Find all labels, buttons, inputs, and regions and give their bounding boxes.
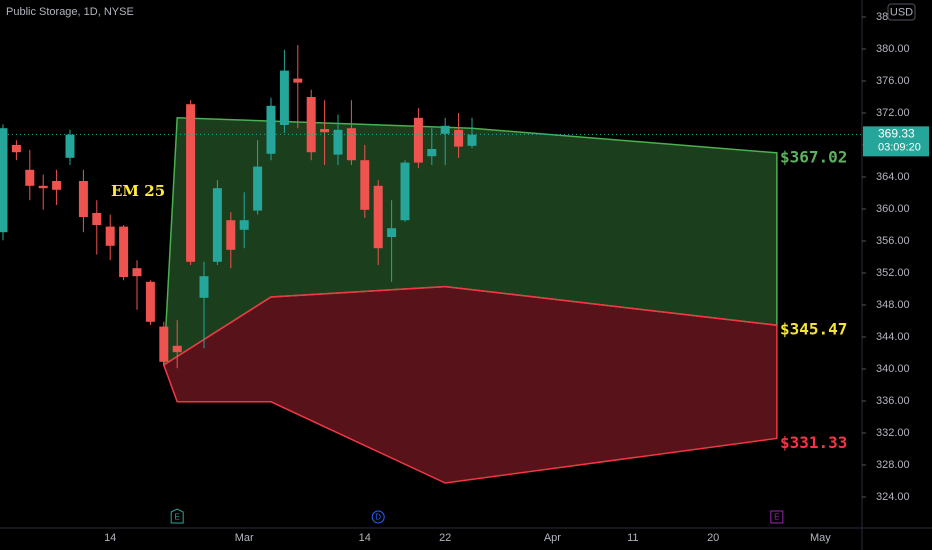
event-icon bbox=[770, 510, 784, 524]
candle-body bbox=[346, 128, 356, 161]
x-tick-label: Apr bbox=[544, 532, 561, 544]
event-icon bbox=[371, 510, 385, 524]
level-label: $345.47 bbox=[780, 320, 847, 339]
candle-body bbox=[105, 226, 115, 246]
currency-badge[interactable] bbox=[887, 3, 916, 21]
candle-body bbox=[25, 169, 35, 186]
candle-body bbox=[78, 181, 88, 217]
candle-body bbox=[387, 228, 397, 237]
candle-body bbox=[159, 326, 169, 362]
y-tick-label: 328.00 bbox=[876, 459, 910, 471]
event-marker[interactable]: D bbox=[371, 510, 385, 524]
candle-body bbox=[145, 281, 155, 322]
y-tick-label: 324.00 bbox=[876, 491, 910, 503]
candle-body bbox=[333, 129, 343, 155]
candle-body bbox=[186, 104, 196, 262]
x-tick-label: 14 bbox=[359, 532, 371, 544]
level-label: $331.33 bbox=[780, 433, 847, 452]
candle-body bbox=[199, 276, 209, 298]
y-tick-label: 340.00 bbox=[876, 363, 910, 375]
event-icon bbox=[170, 508, 184, 524]
candle-body bbox=[454, 129, 464, 147]
candle-body bbox=[253, 166, 263, 211]
candle-body bbox=[279, 70, 289, 125]
candle-body bbox=[65, 134, 75, 158]
annotation: EM 25 bbox=[111, 182, 165, 200]
last-price-tag bbox=[863, 126, 929, 157]
candle-body bbox=[467, 134, 477, 146]
candle-body bbox=[52, 181, 62, 190]
x-tick-label: 14 bbox=[104, 532, 116, 544]
currency: USD bbox=[890, 6, 913, 18]
candle-body bbox=[293, 78, 303, 83]
zones bbox=[162, 117, 778, 484]
candle-body bbox=[212, 188, 222, 262]
level-label: $367.02 bbox=[780, 147, 847, 166]
axes: 324.00 328.00 332.00 336.00 340.00 344.00 348.… bbox=[0, 11, 929, 544]
event-label: D bbox=[375, 513, 381, 522]
y-tick-label: 344.00 bbox=[876, 331, 910, 343]
x-tick-label: 22 bbox=[439, 532, 451, 544]
candle-body bbox=[413, 117, 423, 163]
event-marker[interactable]: E bbox=[170, 508, 184, 524]
y-tick-label: 372.00 bbox=[876, 107, 910, 119]
candle-body bbox=[440, 125, 450, 134]
event-label: E bbox=[175, 513, 180, 522]
x-tick-label: 20 bbox=[707, 532, 719, 544]
y-tick-label: 352.00 bbox=[876, 267, 910, 279]
candle-body bbox=[427, 149, 437, 157]
y-tick-label: 376.00 bbox=[876, 75, 910, 87]
candle-body bbox=[360, 160, 370, 210]
candle-body bbox=[0, 128, 8, 233]
y-tick-label: 360.00 bbox=[876, 203, 910, 215]
event-marker[interactable]: E bbox=[770, 510, 784, 524]
chart-title: Public Storage, 1D, NYSE bbox=[6, 6, 134, 18]
candle-body bbox=[239, 220, 249, 230]
candle-body bbox=[306, 97, 316, 153]
candle-body bbox=[373, 185, 383, 249]
candle-body bbox=[226, 220, 236, 250]
y-tick-label: 380.00 bbox=[876, 43, 910, 55]
y-tick-label: 332.00 bbox=[876, 427, 910, 439]
x-tick-label: Mar bbox=[235, 532, 254, 544]
x-tick-label: May bbox=[810, 532, 831, 544]
candle-body bbox=[11, 145, 21, 153]
candle-body bbox=[119, 226, 129, 277]
candle-body bbox=[132, 268, 142, 277]
candle-body bbox=[38, 185, 48, 189]
candle-body bbox=[266, 105, 276, 154]
candle-body bbox=[320, 129, 330, 133]
event-label: E bbox=[774, 513, 779, 522]
x-tick-label: 11 bbox=[627, 532, 638, 544]
candle-body bbox=[172, 345, 182, 353]
candles bbox=[0, 45, 477, 369]
countdown: 03:09:20 bbox=[878, 141, 921, 153]
last-price: 369.33 bbox=[878, 127, 915, 141]
range-zone bbox=[162, 285, 778, 484]
y-tick-label: 336.00 bbox=[876, 395, 910, 407]
y-tick-label: 356.00 bbox=[876, 235, 910, 247]
y-tick-label: 348.00 bbox=[876, 299, 910, 311]
y-tick-label: 364.00 bbox=[876, 171, 910, 183]
candle-body bbox=[92, 213, 102, 225]
candle-body bbox=[400, 162, 410, 221]
